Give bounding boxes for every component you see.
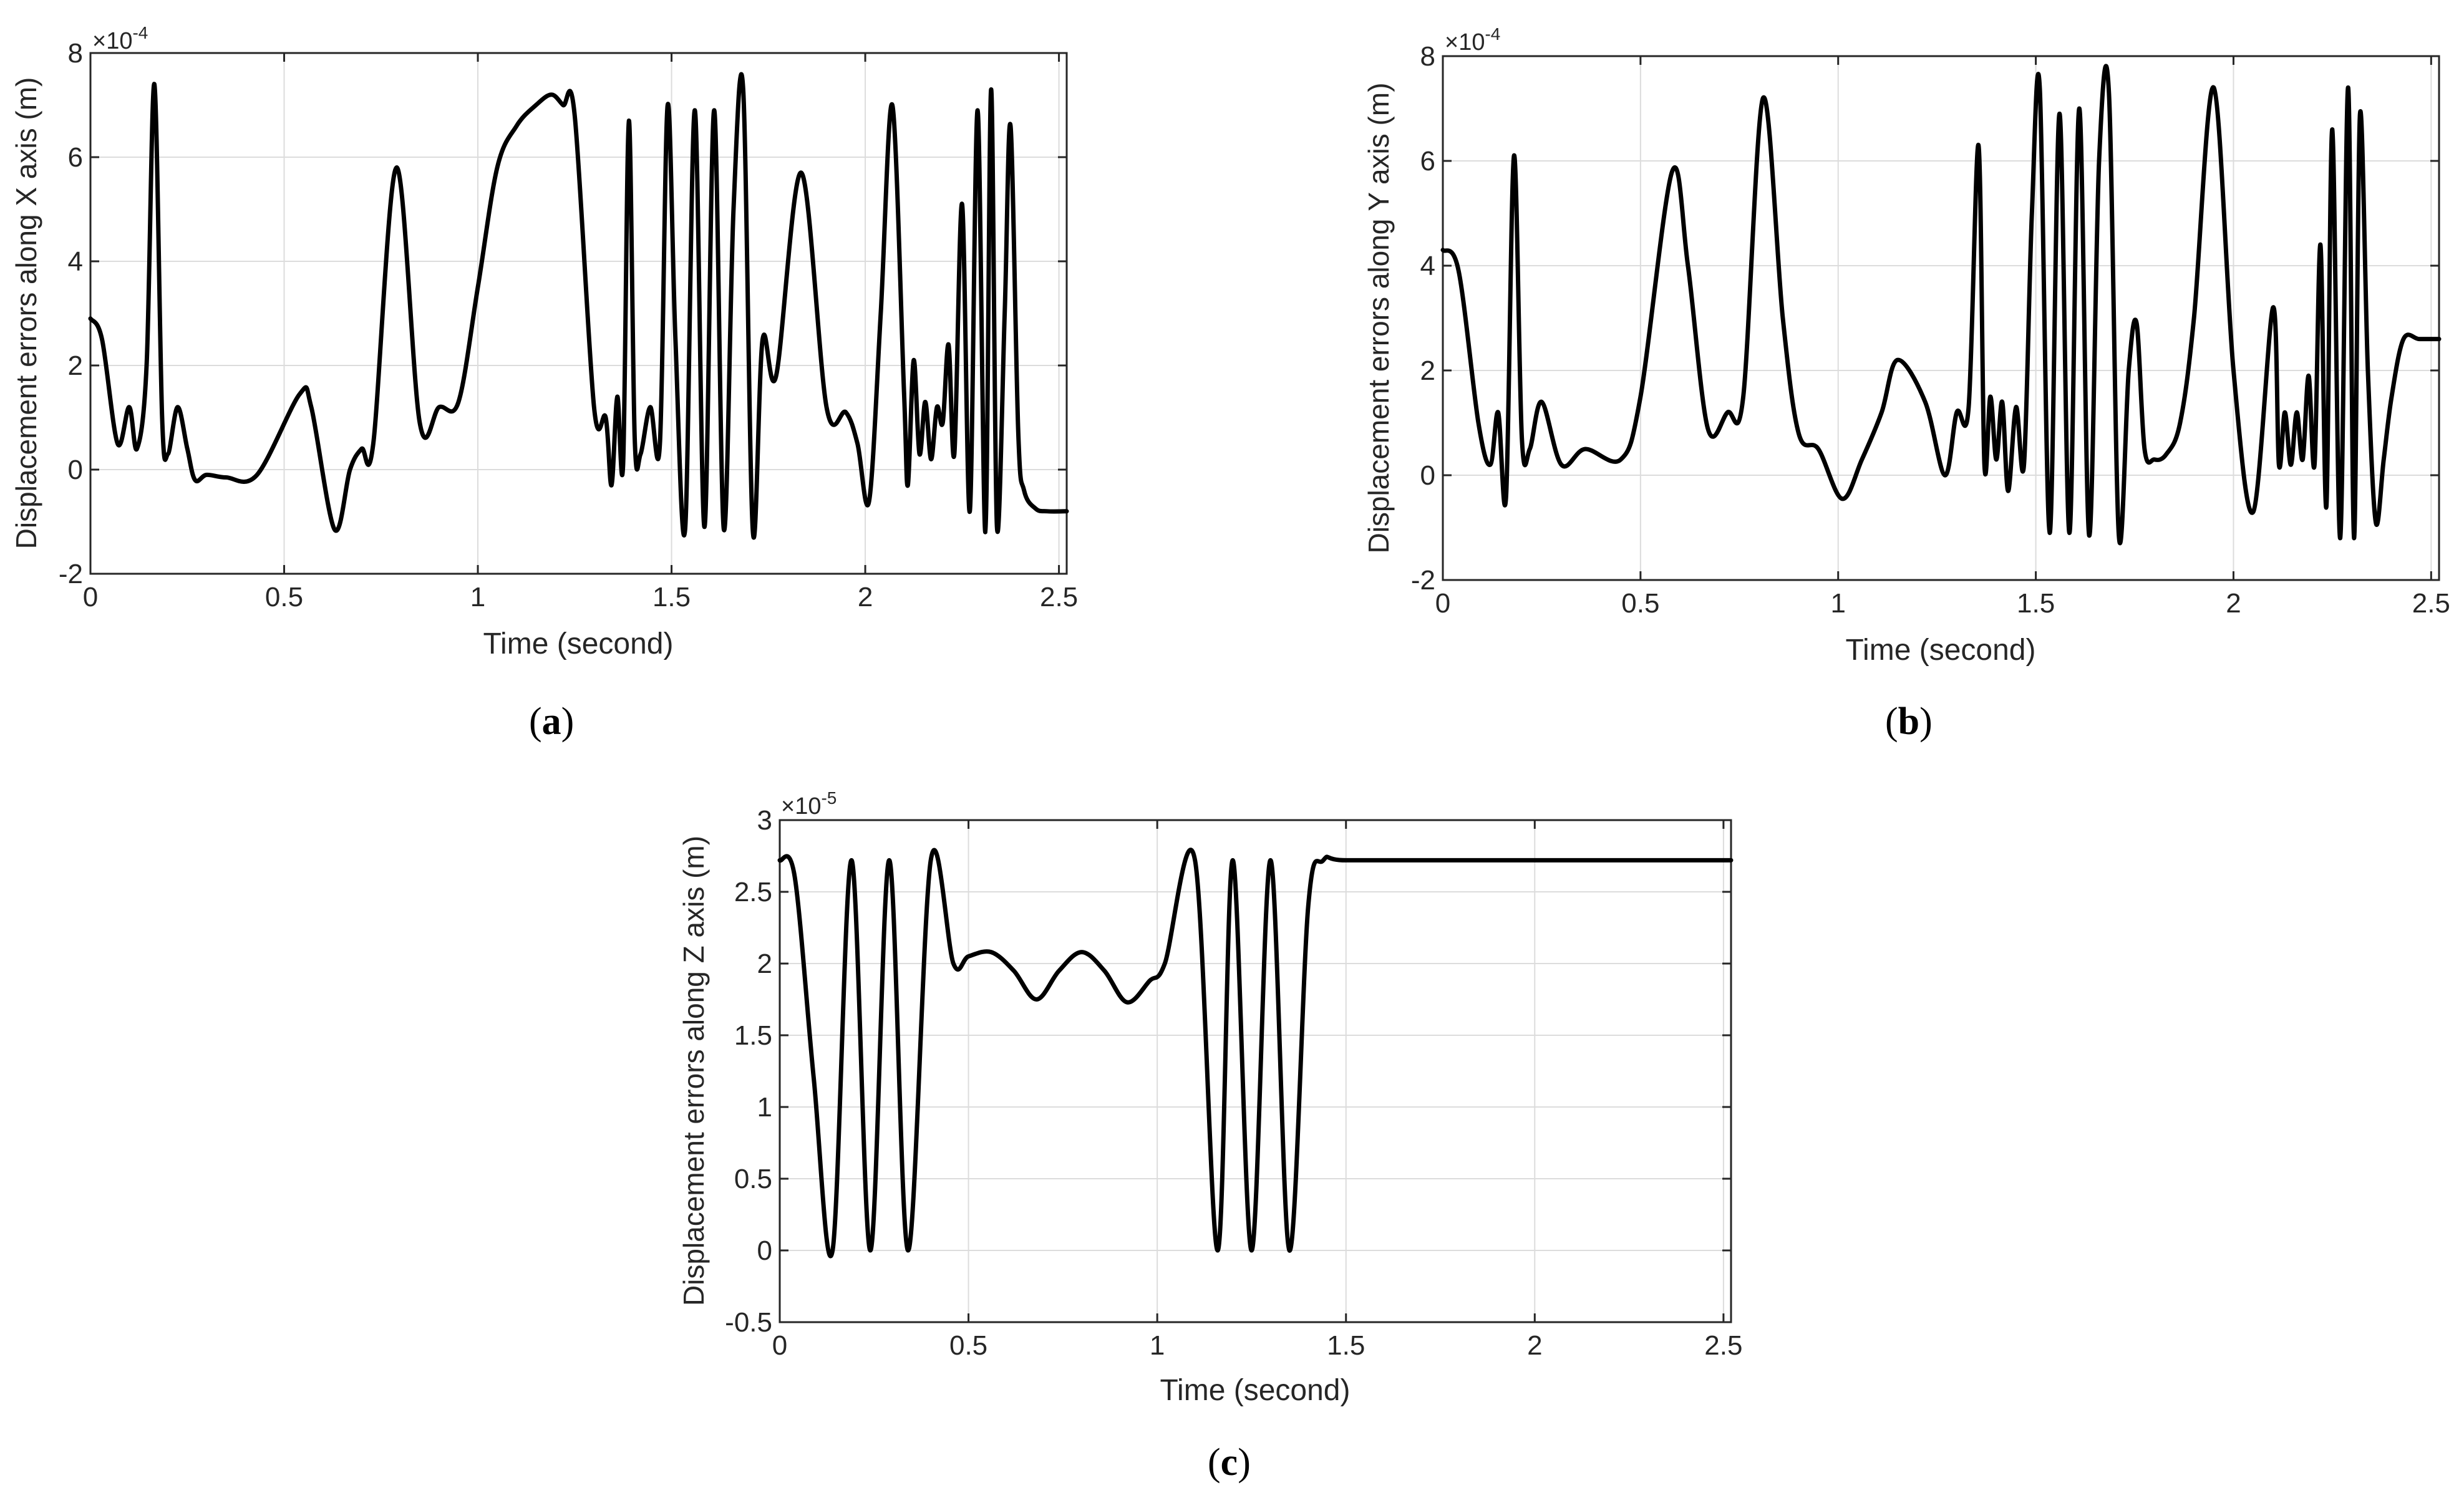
plot-area — [778, 819, 1732, 1323]
series-line — [777, 848, 1734, 1259]
y-tick-label: 2 — [757, 949, 772, 979]
x-tick-label: 0 — [83, 582, 98, 612]
exponent-label: ×10-4 — [1445, 24, 1500, 56]
y-tick-label: 8 — [68, 38, 83, 69]
x-tick-label: 2 — [1527, 1330, 1542, 1361]
y-tick-label: 6 — [68, 142, 83, 173]
x-axis-label: Time (second) — [1160, 1374, 1351, 1407]
x-tick-label: 0 — [1435, 588, 1450, 619]
x-tick-label: 2 — [2226, 588, 2241, 619]
x-ticks: 0 0.5 1 1.5 2 2.5 — [1435, 56, 2450, 619]
y-tick-label: 1.5 — [734, 1020, 772, 1051]
y-tick-label: 2 — [1420, 355, 1435, 386]
y-tick-label: 0 — [1420, 460, 1435, 491]
y-tick-label: 2 — [68, 350, 83, 381]
x-tick-label: 1.5 — [1327, 1330, 1365, 1361]
grid-lines — [779, 819, 1731, 1323]
caption-b: (b) — [1885, 700, 1933, 743]
x-tick-label: 1 — [1830, 588, 1845, 619]
y-tick-label: 0 — [68, 455, 83, 485]
x-tick-label: 2.5 — [1704, 1330, 1742, 1361]
caption-c: (c) — [1208, 1441, 1251, 1484]
y-ticks: -2 0 2 4 6 8 — [1411, 41, 2439, 596]
y-tick-label: 4 — [68, 246, 83, 277]
x-tick-label: 1.5 — [2017, 588, 2055, 619]
x-axis-label: Time (second) — [1846, 634, 2036, 667]
y-ticks: -2 0 2 4 6 8 — [59, 38, 1067, 589]
exponent-label: ×10-5 — [781, 788, 837, 819]
y-tick-label: -2 — [1411, 565, 1435, 596]
y-tick-label: -2 — [59, 559, 83, 589]
y-tick-label: -0.5 — [725, 1307, 772, 1338]
chart-panel-c: 0 0.5 1 1.5 2 2.5 -0.500.511.522.53 ×10-5 Tim… — [677, 788, 1742, 1407]
y-tick-label: 1 — [757, 1092, 772, 1123]
x-tick-label: 2.5 — [1040, 582, 1078, 612]
plot-area — [1442, 55, 2440, 581]
y-tick-label: 2.5 — [734, 877, 772, 907]
y-axis-label: Displacement errors along Y axis (m) — [1362, 82, 1395, 553]
x-tick-label: 1 — [1150, 1330, 1165, 1361]
y-tick-label: 0.5 — [734, 1164, 772, 1194]
x-tick-label: 0.5 — [949, 1330, 987, 1361]
x-tick-label: 2.5 — [2412, 588, 2450, 619]
caption-a: (a) — [529, 700, 575, 743]
series-line — [88, 72, 1069, 540]
y-tick-label: 8 — [1420, 41, 1435, 72]
y-ticks: -0.5 0 0.5 1 1.5 2 2.5 3 — [725, 805, 1731, 1338]
y-tick-label: 4 — [1420, 251, 1435, 281]
x-tick-label: 1.5 — [652, 582, 691, 612]
x-tick-label: 0 — [772, 1330, 787, 1361]
y-tick-label: 6 — [1420, 146, 1435, 176]
grid-lines — [1442, 56, 2439, 581]
series-line — [1440, 64, 2442, 546]
x-axis-label: Time (second) — [483, 627, 674, 660]
grid-lines — [90, 52, 1067, 574]
x-tick-label: 1 — [470, 582, 485, 612]
y-tick-label: 3 — [757, 805, 772, 836]
x-ticks: 0 0.5 1 1.5 2 2.5 — [772, 820, 1742, 1361]
y-axis-label: Displacement errors along X axis (m) — [10, 77, 42, 549]
x-tick-label: 0.5 — [1621, 588, 1659, 619]
y-axis-label: Displacement errors along Z axis (m) — [677, 836, 710, 1306]
x-tick-label: 2 — [858, 582, 873, 612]
plot-area — [89, 52, 1068, 575]
exponent-label: ×10-4 — [92, 23, 148, 54]
x-ticks: 0 0.5 1 1.5 2 2.5 — [83, 53, 1078, 612]
x-tick-label: 0.5 — [265, 582, 303, 612]
y-tick-label: 0 — [757, 1235, 772, 1266]
